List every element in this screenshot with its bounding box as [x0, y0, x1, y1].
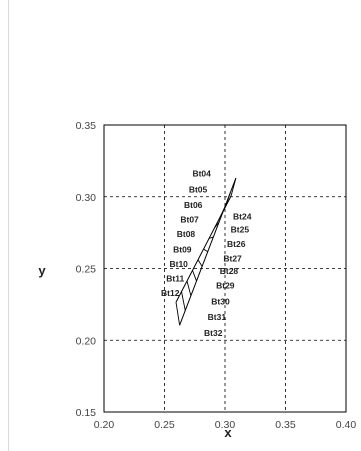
point-label-bt32: Bt32 — [204, 328, 223, 338]
point-label-bt27: Bt27 — [223, 253, 242, 263]
plot-frame — [103, 124, 347, 413]
x-axis-ticks: 0.20 0.25 0.30 0.35 0.40 — [94, 419, 357, 431]
point-label-bt07: Bt07 — [180, 215, 199, 225]
mesh-rung — [197, 259, 203, 267]
point-label-bt10: Bt10 — [169, 259, 188, 269]
gridlines — [104, 125, 346, 412]
x-tick-label: 0.25 — [154, 419, 175, 431]
y-axis-ticks: 0.15 0.20 0.25 0.30 0.35 — [76, 120, 97, 419]
mesh-rung — [225, 192, 231, 207]
mesh-rung — [230, 177, 237, 197]
mesh-rung — [214, 221, 220, 229]
x-tick-label: 0.30 — [215, 419, 236, 431]
x-tick-label: 0.35 — [275, 419, 296, 431]
point-label-bt09: Bt09 — [173, 245, 192, 255]
point-label-bt24: Bt24 — [233, 212, 252, 222]
mesh-rung — [181, 291, 186, 311]
point-label-bt05: Bt05 — [189, 184, 208, 194]
x-axis-label: x — [224, 425, 232, 440]
left-border-line — [8, 0, 9, 451]
point-label-bt08: Bt08 — [177, 229, 196, 239]
point-label-bt29: Bt29 — [216, 281, 235, 291]
point-label-bt12: Bt12 — [161, 288, 180, 298]
y-tick-label: 0.25 — [76, 264, 97, 276]
bt-mesh — [175, 177, 237, 326]
point-label-bt04: Bt04 — [192, 169, 211, 179]
mesh-rung — [219, 207, 226, 218]
point-label-bt30: Bt30 — [211, 296, 230, 306]
x-tick-label: 0.20 — [94, 419, 115, 431]
y-tick-label: 0.35 — [76, 120, 97, 132]
point-label-bt26: Bt26 — [227, 239, 246, 249]
y-tick-label: 0.15 — [76, 407, 97, 419]
mesh-rung — [203, 248, 208, 253]
point-label-bt06: Bt06 — [184, 200, 203, 210]
mesh-rung — [192, 270, 197, 282]
point-label-bt28: Bt28 — [220, 266, 239, 276]
mesh-rung — [208, 236, 214, 239]
mesh-rung — [186, 280, 192, 296]
mesh-rung — [175, 302, 181, 326]
point-label-bt25: Bt25 — [231, 225, 250, 235]
point-label-bt11: Bt11 — [166, 273, 184, 283]
y-axis-label: y — [38, 263, 46, 278]
point-labels: Bt04 Bt05 Bt06 Bt07 Bt08 Bt09 Bt10 Bt11 Bt12 Bt24… — [161, 169, 252, 338]
x-tick-label: 0.40 — [336, 419, 357, 431]
y-tick-label: 0.30 — [76, 192, 97, 204]
point-label-bt31: Bt31 — [208, 312, 227, 322]
y-tick-label: 0.20 — [76, 335, 97, 347]
